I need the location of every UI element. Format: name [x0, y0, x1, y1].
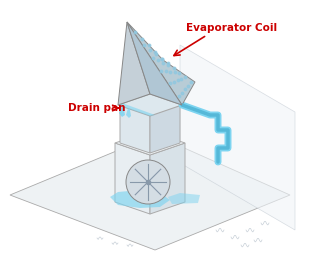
Polygon shape [120, 95, 180, 115]
Polygon shape [115, 143, 150, 214]
Polygon shape [150, 105, 180, 153]
Polygon shape [127, 22, 182, 105]
Polygon shape [115, 131, 185, 155]
Polygon shape [119, 106, 125, 117]
Polygon shape [168, 193, 200, 204]
Polygon shape [127, 22, 195, 105]
Polygon shape [126, 108, 131, 118]
Polygon shape [150, 143, 185, 214]
Polygon shape [180, 45, 295, 230]
Polygon shape [118, 22, 150, 105]
Polygon shape [10, 135, 290, 250]
Circle shape [126, 160, 170, 204]
Text: Drain pan: Drain pan [68, 103, 125, 113]
Polygon shape [120, 105, 150, 153]
Polygon shape [118, 94, 182, 116]
Text: Evaporator Coil: Evaporator Coil [187, 23, 277, 33]
Polygon shape [118, 103, 155, 116]
Polygon shape [110, 190, 170, 208]
